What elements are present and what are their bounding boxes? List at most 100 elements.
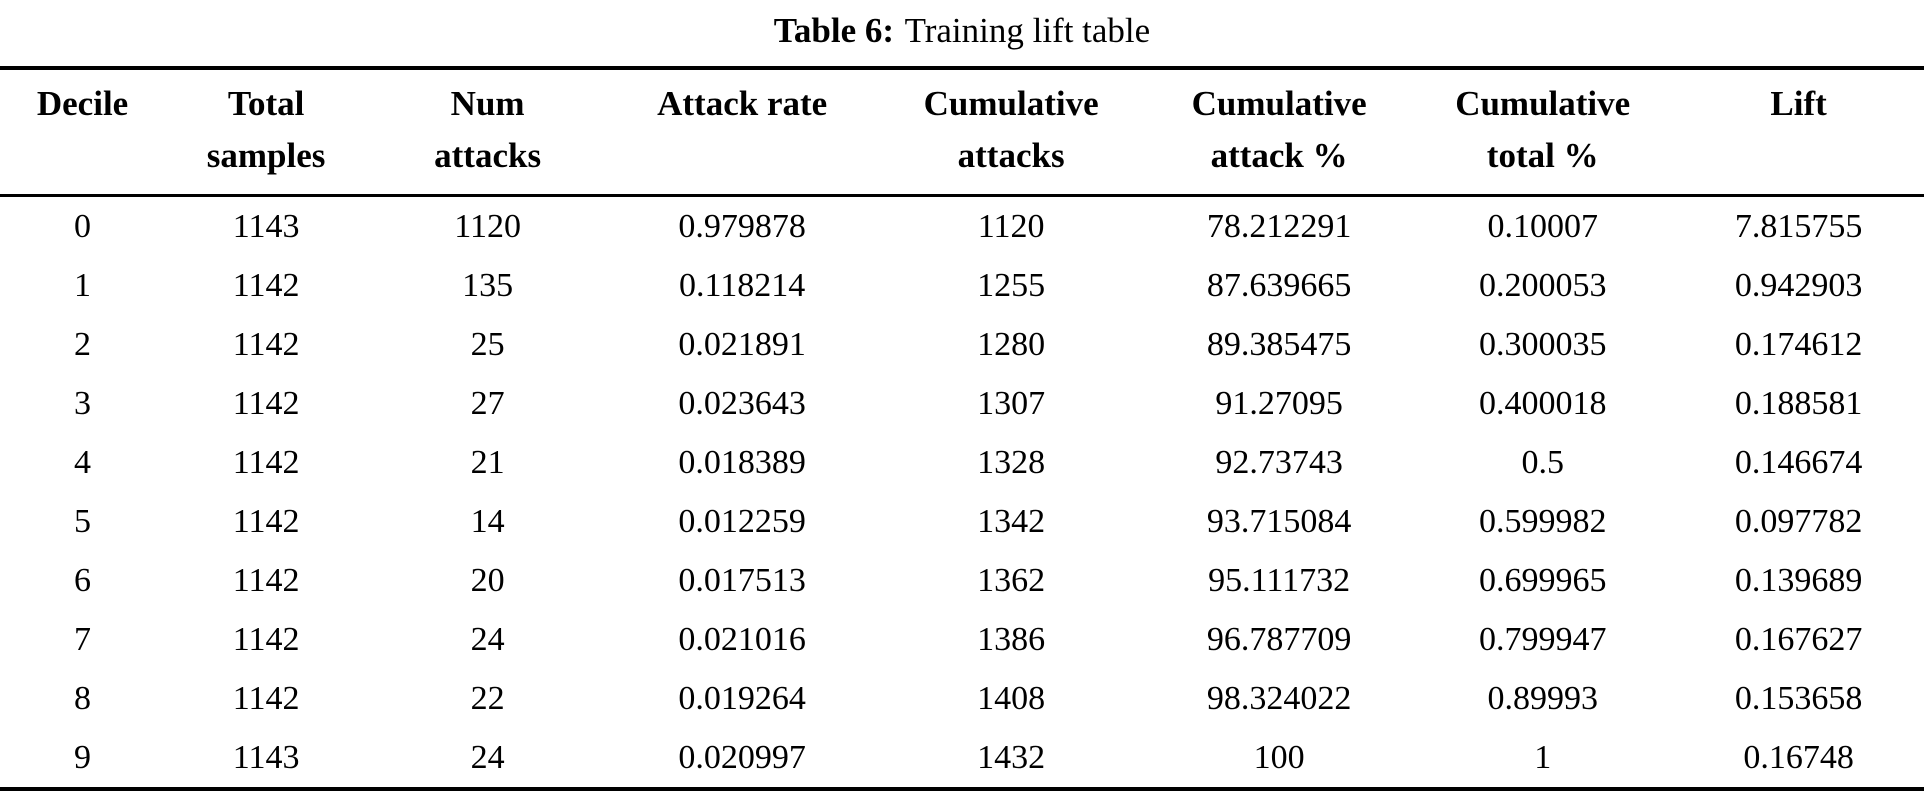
cell-decile: 1 <box>74 266 92 304</box>
cell-decile: 7 <box>74 620 92 658</box>
cell-lift: 0.097782 <box>1734 502 1863 540</box>
col-header-cumulative-total-pct-line1: Cumulative <box>1455 84 1631 123</box>
cell-total-samples: 1142 <box>232 266 300 304</box>
cell-total-samples: 1142 <box>232 384 300 422</box>
col-header-cumulative-attacks: Cumulative attacks <box>876 68 1147 197</box>
cell-num-attacks: 25 <box>470 325 505 363</box>
cell-decile: 0 <box>74 207 92 245</box>
cell-cumulative-total-pct: 0.599982 <box>1478 502 1607 540</box>
col-header-lift-line2 <box>1673 130 1924 182</box>
cell-cumulative-attack-pct: 96.787709 <box>1206 620 1352 658</box>
table-row: 9 1143 24 0.020997 1432 100 1 0.16748 <box>0 728 1924 789</box>
cell-total-samples: 1142 <box>232 502 300 540</box>
cell-lift: 0.146674 <box>1734 443 1863 481</box>
table-row: 7 1142 24 0.021016 1386 96.787709 0.7999… <box>0 610 1924 669</box>
cell-cumulative-attack-pct: 91.27095 <box>1215 384 1343 422</box>
cell-total-samples: 1142 <box>232 443 300 481</box>
cell-attack-rate: 0.979878 <box>678 207 806 245</box>
table-caption-text: Training lift table <box>904 11 1151 50</box>
col-header-total-samples-line2: samples <box>206 136 326 175</box>
col-header-decile: Decile <box>0 68 166 197</box>
cell-cumulative-attack-pct: 100 <box>1253 738 1305 776</box>
cell-decile: 4 <box>74 443 92 481</box>
cell-num-attacks: 1120 <box>454 207 521 245</box>
cell-num-attacks: 22 <box>470 679 505 717</box>
cell-cumulative-total-pct: 0.300035 <box>1478 325 1607 363</box>
cell-lift: 0.153658 <box>1734 679 1863 717</box>
cell-lift: 0.942903 <box>1734 266 1863 304</box>
cell-num-attacks: 135 <box>462 266 514 304</box>
cell-attack-rate: 0.020997 <box>678 738 806 776</box>
col-header-cumulative-attacks-line2: attacks <box>957 136 1065 175</box>
cell-cumulative-attack-pct: 98.324022 <box>1206 679 1352 717</box>
table-row: 5 1142 14 0.012259 1342 93.715084 0.5999… <box>0 492 1924 551</box>
cell-total-samples: 1142 <box>232 679 300 717</box>
cell-attack-rate: 0.012259 <box>678 502 806 540</box>
cell-total-samples: 1142 <box>232 325 300 363</box>
cell-num-attacks: 20 <box>470 561 505 599</box>
cell-decile: 2 <box>74 325 92 363</box>
table-caption-label: Table 6: <box>773 11 895 50</box>
table-row: 6 1142 20 0.017513 1362 95.111732 0.6999… <box>0 551 1924 610</box>
table-row: 2 1142 25 0.021891 1280 89.385475 0.3000… <box>0 315 1924 374</box>
cell-cumulative-total-pct: 1 <box>1534 738 1552 776</box>
cell-attack-rate: 0.021016 <box>678 620 806 658</box>
col-header-cumulative-attacks-line1: Cumulative <box>923 84 1099 123</box>
cell-cumulative-total-pct: 0.699965 <box>1478 561 1607 599</box>
col-header-lift: Lift <box>1673 68 1924 197</box>
training-lift-table: Decile Total samples Num attacks Attack … <box>0 66 1924 791</box>
cell-decile: 5 <box>74 502 92 540</box>
cell-attack-rate: 0.019264 <box>678 679 806 717</box>
col-header-num-attacks-line1: Num <box>450 84 525 123</box>
table-row: 8 1142 22 0.019264 1408 98.324022 0.8999… <box>0 669 1924 728</box>
cell-cumulative-attacks: 1120 <box>977 207 1045 245</box>
col-header-attack-rate: Attack rate <box>608 68 877 197</box>
table-row: 3 1142 27 0.023643 1307 91.27095 0.40001… <box>0 374 1924 433</box>
cell-attack-rate: 0.021891 <box>678 325 806 363</box>
cell-cumulative-attack-pct: 95.111732 <box>1208 561 1351 599</box>
cell-cumulative-attacks: 1408 <box>977 679 1046 717</box>
cell-total-samples: 1143 <box>232 207 300 245</box>
cell-total-samples: 1142 <box>232 620 300 658</box>
cell-lift: 0.167627 <box>1734 620 1863 658</box>
col-header-decile-line2 <box>0 130 165 182</box>
col-header-num-attacks-line2: attacks <box>434 136 542 175</box>
cell-cumulative-total-pct: 0.89993 <box>1487 679 1598 717</box>
cell-num-attacks: 14 <box>470 502 505 540</box>
cell-attack-rate: 0.017513 <box>678 561 806 599</box>
cell-cumulative-total-pct: 0.400018 <box>1478 384 1607 422</box>
col-header-num-attacks: Num attacks <box>367 68 609 197</box>
cell-decile: 9 <box>74 738 92 776</box>
col-header-attack-rate-line2 <box>608 130 876 182</box>
col-header-total-samples: Total samples <box>165 68 368 197</box>
cell-cumulative-attacks: 1342 <box>977 502 1046 540</box>
cell-cumulative-attacks: 1307 <box>977 384 1046 422</box>
cell-lift: 0.174612 <box>1734 325 1863 363</box>
cell-lift: 7.815755 <box>1734 207 1863 245</box>
cell-total-samples: 1143 <box>232 738 300 776</box>
cell-attack-rate: 0.018389 <box>678 443 806 481</box>
cell-num-attacks: 27 <box>470 384 505 422</box>
cell-cumulative-attack-pct: 87.639665 <box>1206 266 1352 304</box>
cell-lift: 0.16748 <box>1743 738 1854 776</box>
col-header-cumulative-attack-pct: Cumulative attack % <box>1146 68 1413 197</box>
table-row: 0 1143 1120 0.979878 1120 78.212291 0.10… <box>0 196 1924 257</box>
cell-cumulative-attack-pct: 93.715084 <box>1206 502 1352 540</box>
cell-decile: 6 <box>74 561 92 599</box>
cell-num-attacks: 21 <box>470 443 505 481</box>
cell-cumulative-attack-pct: 78.212291 <box>1206 207 1352 245</box>
col-header-lift-line1: Lift <box>1770 84 1827 123</box>
cell-cumulative-total-pct: 0.799947 <box>1478 620 1607 658</box>
col-header-cumulative-attack-pct-line2: attack % <box>1210 136 1348 175</box>
cell-decile: 3 <box>74 384 92 422</box>
col-header-cumulative-total-pct: Cumulative total % <box>1412 68 1674 197</box>
cell-cumulative-attacks: 1362 <box>977 561 1046 599</box>
cell-cumulative-attacks: 1386 <box>977 620 1046 658</box>
cell-cumulative-attacks: 1255 <box>977 266 1046 304</box>
cell-total-samples: 1142 <box>232 561 300 599</box>
table-row: 4 1142 21 0.018389 1328 92.73743 0.5 0.1… <box>0 433 1924 492</box>
col-header-cumulative-total-pct-line2: total % <box>1486 136 1599 175</box>
cell-cumulative-attacks: 1328 <box>977 443 1046 481</box>
cell-cumulative-total-pct: 0.5 <box>1521 443 1564 481</box>
